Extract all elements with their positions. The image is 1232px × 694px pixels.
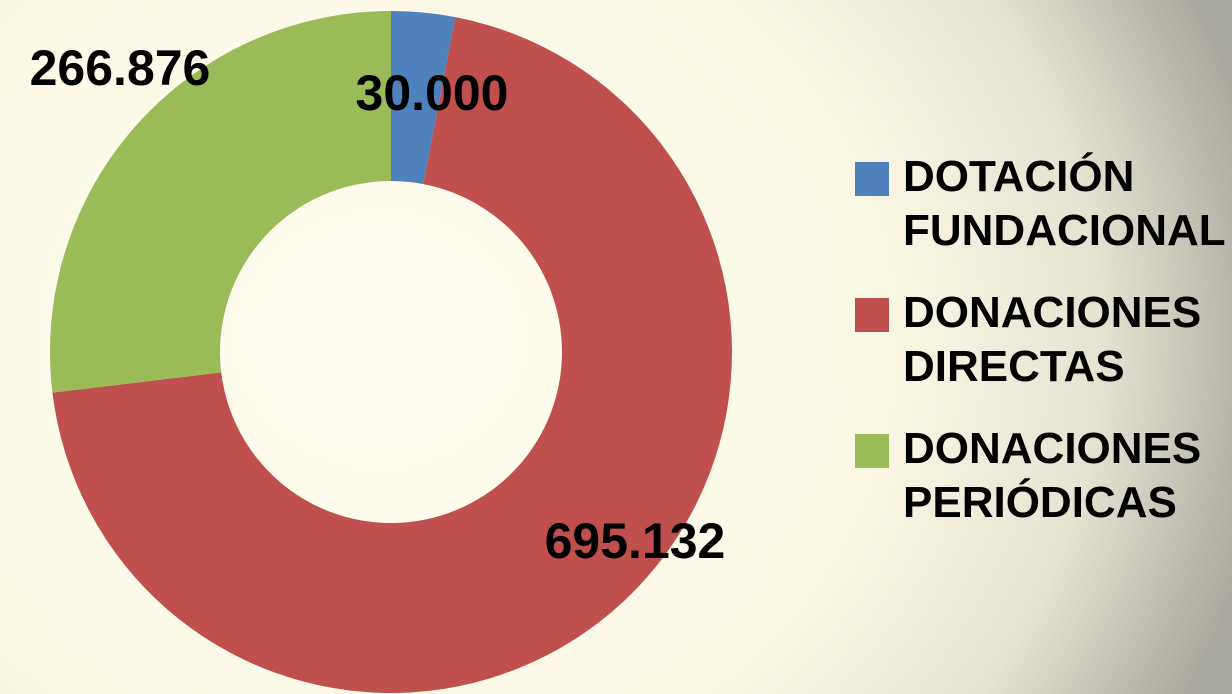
legend-swatch [855, 298, 889, 332]
legend-item: DONACIONES DIRECTAS [855, 286, 1225, 394]
legend-swatch [855, 434, 889, 468]
legend-item: DOTACIÓN FUNDACIONAL [855, 150, 1226, 258]
donut-segment [50, 11, 391, 393]
legend-label: DOTACIÓN FUNDACIONAL [903, 152, 1226, 255]
legend-swatch [855, 162, 889, 196]
donut-segment [52, 17, 732, 694]
legend: DOTACIÓN FUNDACIONAL DONACIONES DIRECTAS D… [855, 150, 1226, 558]
donut-segment [391, 11, 456, 185]
data-label: 30.000 [356, 65, 509, 121]
legend-item: DONACIONES PERIÓDICAS [855, 422, 1225, 530]
data-label: 695.132 [545, 513, 726, 569]
data-label: 266.876 [30, 40, 211, 96]
legend-label: DONACIONES PERIÓDICAS [903, 424, 1202, 527]
legend-label: DONACIONES DIRECTAS [903, 288, 1202, 391]
